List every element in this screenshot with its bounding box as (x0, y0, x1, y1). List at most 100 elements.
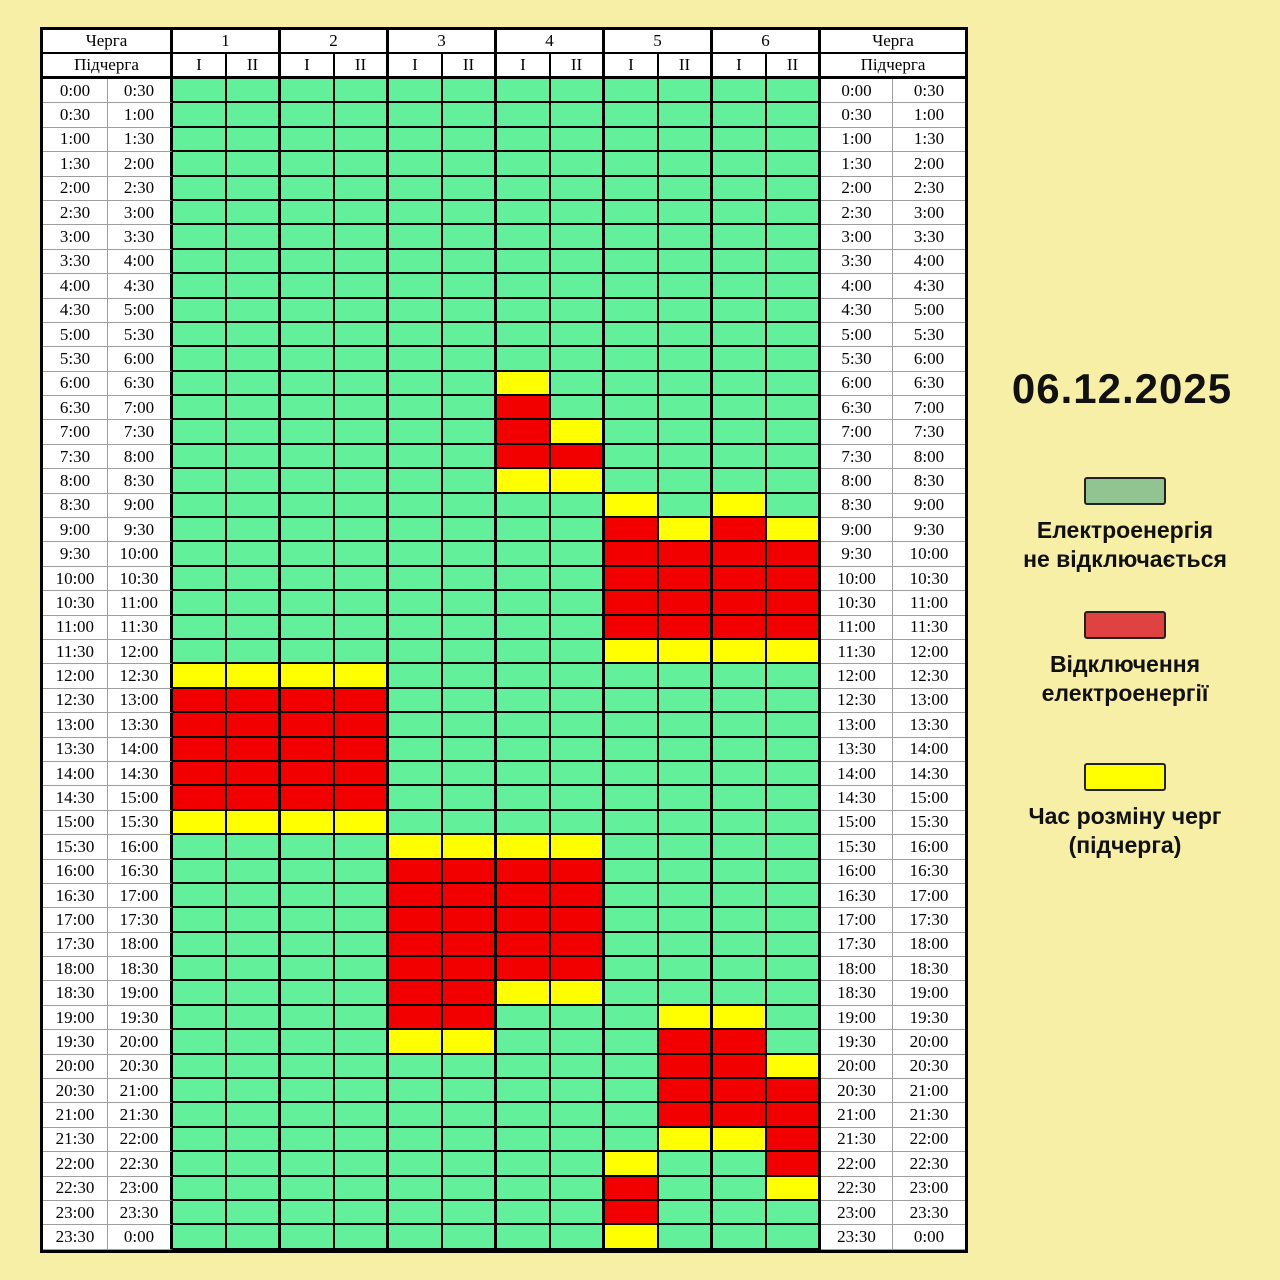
schedule-cell (605, 103, 659, 128)
time-start-cell: 7:00 (821, 420, 893, 445)
schedule-cell (713, 200, 767, 226)
schedule-cell (767, 908, 821, 933)
schedule-cell (767, 200, 821, 226)
time-end-cell: 1:30 (108, 127, 173, 153)
schedule-cell (281, 591, 335, 616)
schedule-cell (335, 1152, 389, 1177)
schedule-cell (389, 322, 443, 348)
schedule-cell (173, 225, 227, 250)
schedule-cell (551, 249, 605, 275)
time-start-cell: 9:00 (43, 518, 108, 543)
schedule-cell (389, 103, 443, 128)
schedule-cell (281, 200, 335, 226)
subqueue-ii-header: II (767, 54, 821, 79)
schedule-cell (659, 810, 713, 836)
schedule-cell (227, 761, 281, 787)
schedule-cell (767, 835, 821, 860)
time-end-cell: 0:30 (893, 79, 965, 104)
schedule-cell (389, 249, 443, 275)
schedule-cell (281, 542, 335, 567)
time-start-cell: 9:00 (821, 518, 893, 543)
schedule-cell (605, 957, 659, 982)
schedule-cell (173, 103, 227, 128)
schedule-cell (497, 444, 551, 470)
schedule-cell (713, 835, 767, 860)
schedule-cell (389, 786, 443, 811)
schedule-cell (605, 1176, 659, 1201)
schedule-cell (173, 444, 227, 470)
schedule-cell (497, 347, 551, 372)
time-start-cell: 21:30 (43, 1127, 108, 1153)
schedule-cell (497, 152, 551, 177)
schedule-cell (335, 103, 389, 128)
schedule-cell (659, 542, 713, 567)
schedule-cell (281, 127, 335, 153)
schedule-cell (767, 127, 821, 153)
schedule-cell (605, 908, 659, 933)
schedule-cell (551, 1225, 605, 1250)
schedule-cell (605, 176, 659, 201)
schedule-cell (713, 810, 767, 836)
time-start-cell: 5:30 (43, 347, 108, 372)
schedule-cell (713, 883, 767, 909)
schedule-cell (497, 1152, 551, 1177)
schedule-cell (551, 518, 605, 543)
schedule-cell (443, 1005, 497, 1031)
schedule-cell (335, 713, 389, 738)
schedule-cell (659, 664, 713, 689)
time-end-cell: 22:00 (893, 1127, 965, 1153)
schedule-cell (443, 152, 497, 177)
schedule-cell (605, 1030, 659, 1055)
schedule-cell (551, 1152, 605, 1177)
schedule-cell (281, 835, 335, 860)
time-end-cell: 8:30 (893, 469, 965, 494)
schedule-cell (497, 298, 551, 323)
schedule-cell (713, 249, 767, 275)
schedule-cell (767, 786, 821, 811)
time-start-cell: 2:00 (43, 176, 108, 201)
schedule-cell (389, 371, 443, 397)
schedule-cell (173, 835, 227, 860)
time-end-cell: 17:00 (893, 883, 965, 909)
schedule-cell (659, 249, 713, 275)
schedule-cell (335, 420, 389, 445)
schedule-cell (227, 1127, 281, 1153)
schedule-cell (659, 737, 713, 762)
time-end-cell: 6:30 (108, 371, 173, 397)
schedule-cell (713, 1127, 767, 1153)
time-end-cell: 12:00 (108, 639, 173, 665)
time-start-cell: 9:30 (43, 542, 108, 567)
schedule-cell (281, 518, 335, 543)
schedule-cell (659, 1200, 713, 1226)
time-end-cell: 6:00 (108, 347, 173, 372)
schedule-cell (767, 322, 821, 348)
schedule-cell (335, 1103, 389, 1128)
schedule-cell (767, 1176, 821, 1201)
legend-item-power-on: Електроенергія не відключається (985, 477, 1265, 575)
schedule-cell (605, 615, 659, 640)
schedule-cell (443, 1225, 497, 1250)
schedule-cell (551, 274, 605, 299)
schedule-cell (389, 859, 443, 884)
schedule-cell (551, 1005, 605, 1031)
subqueue-ii-header: II (335, 54, 389, 79)
time-end-cell: 11:30 (893, 615, 965, 640)
schedule-cell (281, 639, 335, 665)
schedule-cell (551, 639, 605, 665)
schedule-cell (389, 932, 443, 958)
schedule-cell (551, 786, 605, 811)
schedule-cell (605, 883, 659, 909)
schedule-cell (713, 493, 767, 519)
schedule-cell (551, 322, 605, 348)
schedule-cell (335, 639, 389, 665)
time-end-cell: 9:30 (108, 518, 173, 543)
time-start-cell: 21:00 (43, 1103, 108, 1128)
schedule-cell (281, 981, 335, 1006)
schedule-cell (497, 1225, 551, 1250)
time-end-cell: 4:30 (108, 274, 173, 299)
schedule-cell (335, 615, 389, 640)
schedule-cell (659, 1030, 713, 1055)
schedule-cell (443, 1079, 497, 1104)
schedule-cell (227, 1005, 281, 1031)
schedule-cell (713, 664, 767, 689)
